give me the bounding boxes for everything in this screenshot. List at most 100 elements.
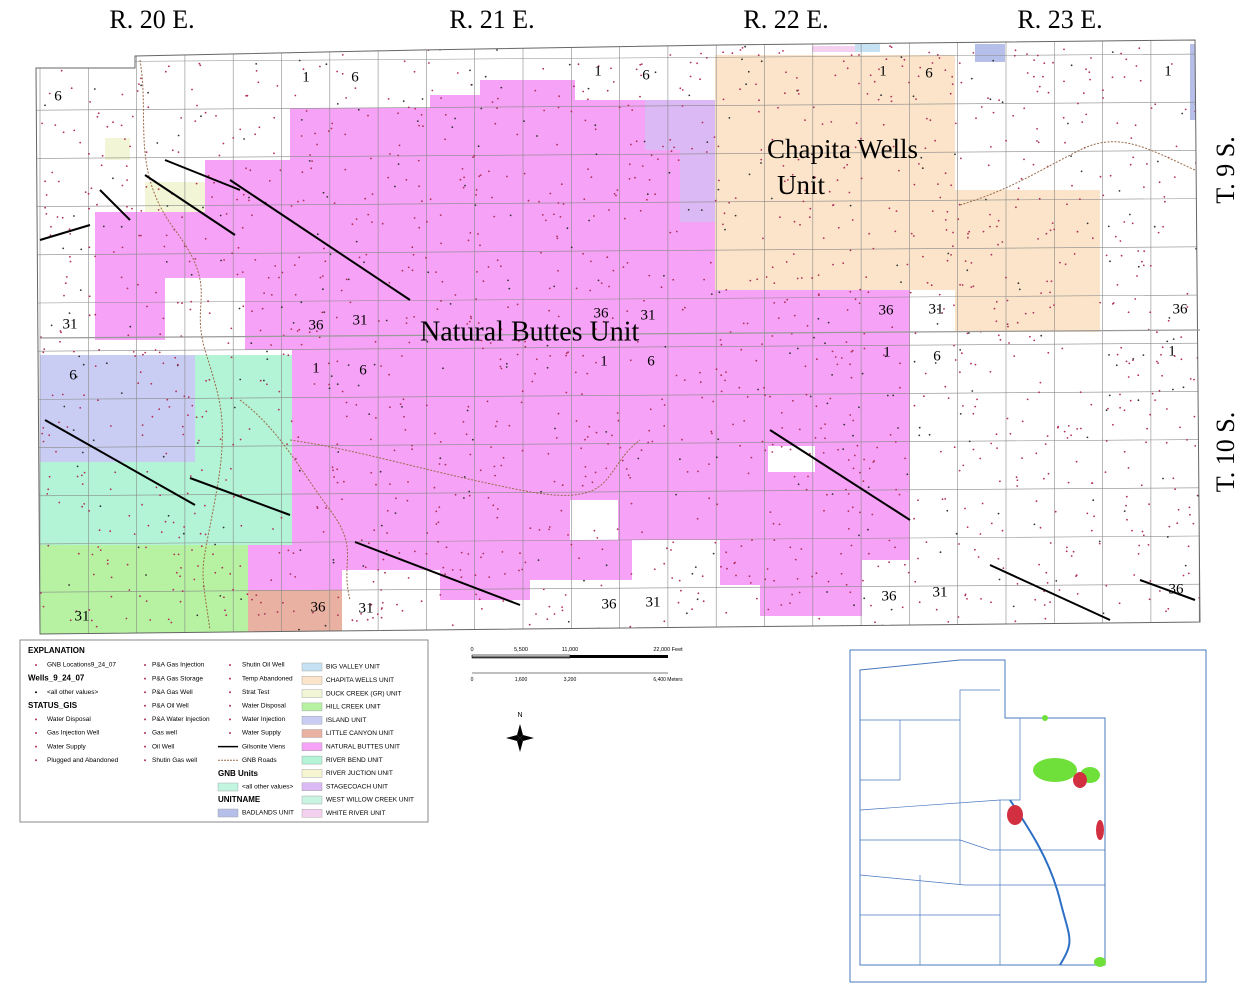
- well: [128, 514, 131, 517]
- well: [230, 327, 233, 330]
- well: [355, 240, 358, 243]
- well: [847, 527, 850, 530]
- well: [368, 542, 370, 545]
- well: [612, 337, 615, 340]
- well: [298, 628, 300, 631]
- well: [643, 140, 646, 143]
- well: [812, 106, 815, 109]
- well: [957, 218, 960, 221]
- well: [93, 88, 96, 90]
- well: [937, 308, 939, 311]
- well: [846, 309, 849, 311]
- well: [79, 141, 82, 144]
- well: [266, 350, 268, 353]
- well: [842, 262, 845, 264]
- legend-label: Gas well: [152, 730, 177, 737]
- legend-label: Water Injection: [242, 716, 285, 723]
- well: [237, 246, 240, 249]
- well: [997, 243, 999, 246]
- section-number: 36: [602, 596, 618, 612]
- well: [51, 394, 54, 397]
- well: [701, 575, 704, 578]
- well: [381, 601, 384, 604]
- legend-label: STAGECOACH UNIT: [326, 783, 388, 790]
- well: [1189, 378, 1192, 380]
- well: [925, 541, 928, 543]
- well: [326, 196, 329, 198]
- well: [900, 281, 902, 283]
- unit-label: Natural Buttes Unit: [420, 316, 640, 347]
- well: [1023, 158, 1025, 161]
- well: [901, 65, 904, 67]
- well: [987, 164, 990, 167]
- well: [953, 446, 956, 449]
- well: [1008, 342, 1010, 344]
- well: [472, 156, 474, 159]
- well: [1047, 91, 1050, 94]
- well: [997, 512, 1000, 515]
- section-line: [36, 198, 1200, 207]
- fault: [354, 541, 521, 606]
- well: [518, 569, 520, 572]
- well: [200, 545, 203, 548]
- well: [1138, 544, 1141, 547]
- well: [826, 591, 828, 593]
- well: [930, 284, 933, 287]
- well: [958, 62, 961, 64]
- well: [782, 50, 784, 52]
- well: [831, 374, 833, 376]
- well: [435, 271, 437, 273]
- well: [985, 198, 987, 201]
- well: [1177, 508, 1180, 511]
- well: [944, 498, 947, 500]
- well: [629, 625, 632, 628]
- well: [959, 283, 961, 286]
- well: [867, 486, 870, 489]
- well: [840, 357, 843, 359]
- well: [529, 527, 532, 530]
- well: [1045, 571, 1048, 574]
- legend-label: HILL CREEK UNIT: [326, 704, 381, 711]
- well: [371, 221, 373, 224]
- arrow-part: [520, 735, 534, 741]
- well: [1181, 112, 1184, 115]
- well: [847, 146, 850, 149]
- well: [798, 428, 801, 431]
- well: [793, 475, 796, 478]
- well: [59, 340, 61, 343]
- well: [955, 532, 958, 535]
- well: [298, 469, 301, 472]
- well: [958, 469, 961, 472]
- field: [1094, 957, 1106, 967]
- well: [796, 578, 799, 580]
- well: [920, 156, 923, 159]
- unit-hole: [768, 446, 815, 472]
- well: [999, 338, 1002, 341]
- well: [789, 448, 792, 451]
- legend-label: P&A Gas Storage: [152, 675, 203, 682]
- well: [494, 474, 496, 477]
- well: [389, 153, 391, 155]
- well: [501, 551, 504, 553]
- well: [354, 87, 357, 89]
- well: [537, 631, 540, 634]
- well: [1168, 525, 1171, 528]
- township-label: T. 10 S.: [1211, 412, 1240, 492]
- well: [828, 190, 831, 193]
- well: [647, 441, 650, 444]
- well: [696, 598, 699, 601]
- well: [621, 459, 624, 462]
- legend-symbol: [144, 745, 146, 748]
- well: [481, 608, 483, 610]
- well: [594, 471, 597, 474]
- well: [926, 117, 928, 120]
- well: [140, 84, 143, 87]
- well: [846, 163, 849, 166]
- well: [681, 105, 684, 107]
- well: [197, 565, 199, 567]
- legend-swatch: [301, 716, 323, 725]
- well: [1049, 229, 1052, 232]
- well: [1024, 312, 1027, 315]
- well: [64, 282, 67, 285]
- well: [760, 162, 762, 164]
